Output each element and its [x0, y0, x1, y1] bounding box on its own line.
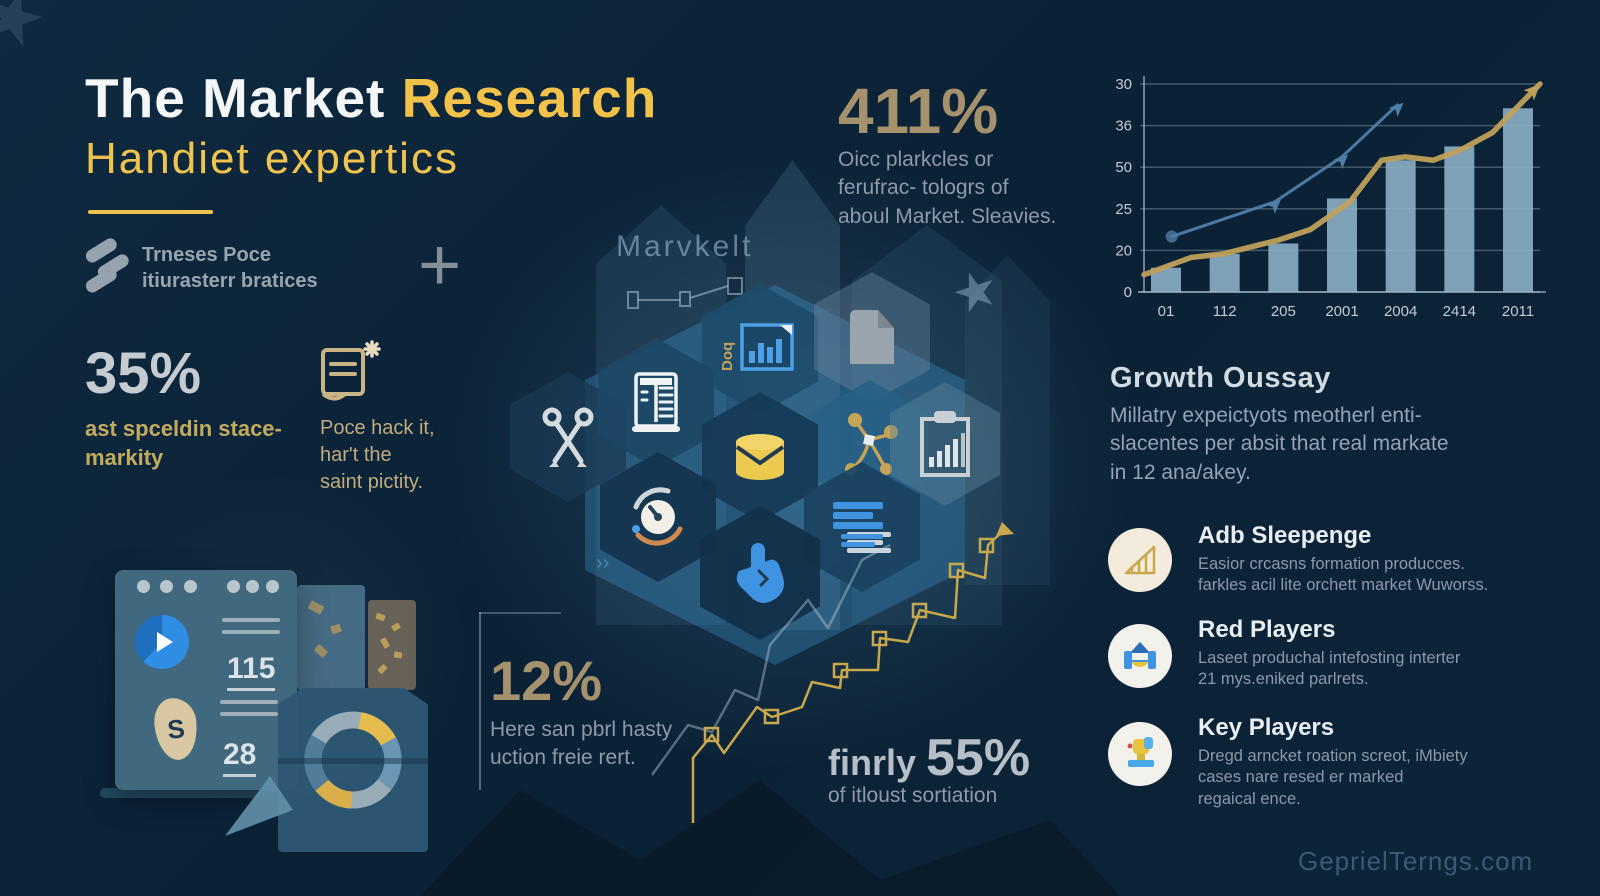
- player-item-2: [1108, 624, 1172, 688]
- bar-growth-icon: [1124, 545, 1156, 575]
- card-number-1: 115: [227, 652, 276, 691]
- stat-12-value: 12%: [490, 649, 603, 712]
- stat-12-desc: Here san pbrl hasty uction freie rert.: [490, 718, 673, 770]
- brand-line1: Trneses Poce: [142, 244, 271, 266]
- player-2-icon-circle: [1108, 624, 1172, 688]
- donut-panel: [278, 688, 428, 852]
- frame-line: [479, 612, 481, 790]
- player-2-desc: Laseet produchal intefosting interter 21…: [1198, 649, 1461, 689]
- svg-text:01: 01: [1158, 303, 1175, 320]
- svg-text:25: 25: [1115, 201, 1132, 218]
- stat-55-prefix: finrly: [828, 742, 927, 783]
- abstract-s-logo-icon: [85, 238, 129, 293]
- svg-text:Doq: Doq: [722, 342, 736, 371]
- decor-panel-brown: [368, 600, 416, 690]
- notepad-icon: [320, 340, 384, 411]
- money-bag-icon: S: [151, 695, 201, 763]
- svg-text:112: 112: [1213, 303, 1237, 320]
- play-button-icon: [135, 615, 189, 669]
- player-3-desc: Dregd arncket roation screot, iMbiety ca…: [1198, 747, 1468, 808]
- clipboard-chart-icon: [920, 411, 970, 477]
- player-3-icon-circle: [1108, 722, 1172, 786]
- stat-35-value: 35%: [85, 341, 202, 406]
- stat-55-number: 55%: [926, 729, 1031, 787]
- decor-mountains: [420, 780, 1120, 896]
- svg-text:2414: 2414: [1443, 303, 1476, 320]
- server-icon: [632, 372, 680, 432]
- hand-icon: [736, 543, 784, 603]
- stat-411-desc: Oicc plarkcles or ferufrac- tologrs of a…: [838, 148, 1057, 228]
- page-title-white: The Market: [85, 67, 402, 129]
- decor-panel: [297, 585, 365, 690]
- svg-text:0: 0: [1124, 284, 1132, 301]
- stat-411-value: 411%: [838, 75, 999, 147]
- player-item-1: [1108, 528, 1172, 592]
- stat-35-desc: ast spceldin stace- markity: [85, 416, 282, 470]
- title-underline: [88, 210, 213, 214]
- asterisk-icon: [363, 340, 381, 358]
- brand-line2: itiurasterr bratices: [142, 270, 318, 292]
- trophy-icon: [1127, 737, 1154, 767]
- laptop-base: [100, 788, 312, 798]
- growth-title: Growth Oussay: [1110, 362, 1331, 394]
- staircase-trend-decoration: [650, 522, 1014, 823]
- player-item-3: [1108, 722, 1172, 786]
- brand-logo: [82, 238, 134, 299]
- watermark: GeprielTerngs.com: [1298, 846, 1534, 876]
- frame-line: [479, 612, 561, 614]
- file-icon: [850, 310, 894, 364]
- svg-text:2004: 2004: [1384, 303, 1417, 320]
- svg-text:30: 30: [1115, 76, 1132, 93]
- player-1-desc: Easior crcasns formation producces. fark…: [1198, 555, 1489, 595]
- stat-55: finrly 55%: [828, 728, 1030, 788]
- node-diagram-decoration: [627, 277, 743, 309]
- page-title: The Market Research: [85, 66, 657, 130]
- player-2-title: Red Players: [1198, 616, 1336, 643]
- doc-lines-icon: [833, 502, 891, 553]
- player-3-title: Key Players: [1198, 714, 1335, 741]
- pointer-triangle: [225, 776, 293, 836]
- notepad-note: Poce hack it, har't the saint pictity.: [320, 417, 435, 493]
- page-title-yellow: Research: [401, 67, 658, 129]
- brand-text: Trneses Poce itiurasterr bratices: [142, 242, 318, 294]
- star-decoration: ★: [0, 0, 57, 66]
- growth-chart: 30 36 50 25 20 0 01 112 205 2001 2004 2414 2011: [1115, 76, 1546, 320]
- svg-text:50: 50: [1115, 159, 1132, 176]
- svg-text:205: 205: [1271, 303, 1296, 320]
- plus-decoration: +: [418, 223, 462, 306]
- player-2-text: Red Players Laseet produchal intefosting…: [1198, 616, 1460, 691]
- chevrons-decoration: ››: [596, 552, 610, 574]
- scissors-icon: [542, 407, 594, 467]
- page-subtitle: Handiet expertics: [85, 134, 459, 183]
- doc-chart-icon: Doq: [722, 323, 794, 371]
- donut-chart-icon: [278, 711, 428, 809]
- player-1-icon-circle: [1108, 528, 1172, 592]
- svg-text:2011: 2011: [1502, 303, 1534, 320]
- svg-text:20: 20: [1115, 242, 1132, 259]
- growth-body: Millatry expeictyots meotherl enti- slac…: [1110, 404, 1449, 484]
- player-3-text: Key Players Dregd arncket roation screot…: [1198, 714, 1468, 810]
- house-icon: [1124, 642, 1156, 669]
- player-1-title: Adb Sleepenge: [1198, 522, 1372, 549]
- svg-text:2001: 2001: [1325, 303, 1358, 320]
- player-1-text: Adb Sleepenge Easior crcasns formation p…: [1198, 522, 1488, 597]
- svg-text:36: 36: [1115, 118, 1132, 135]
- database-icon: [735, 434, 785, 480]
- window-card: 115 28 S: [115, 570, 297, 790]
- card-number-2: 28: [223, 738, 257, 777]
- marvkelt-label: Marvkelt: [616, 230, 754, 263]
- stat-55-desc: of itloust sortiation: [828, 784, 998, 807]
- gauge-icon: [632, 487, 683, 546]
